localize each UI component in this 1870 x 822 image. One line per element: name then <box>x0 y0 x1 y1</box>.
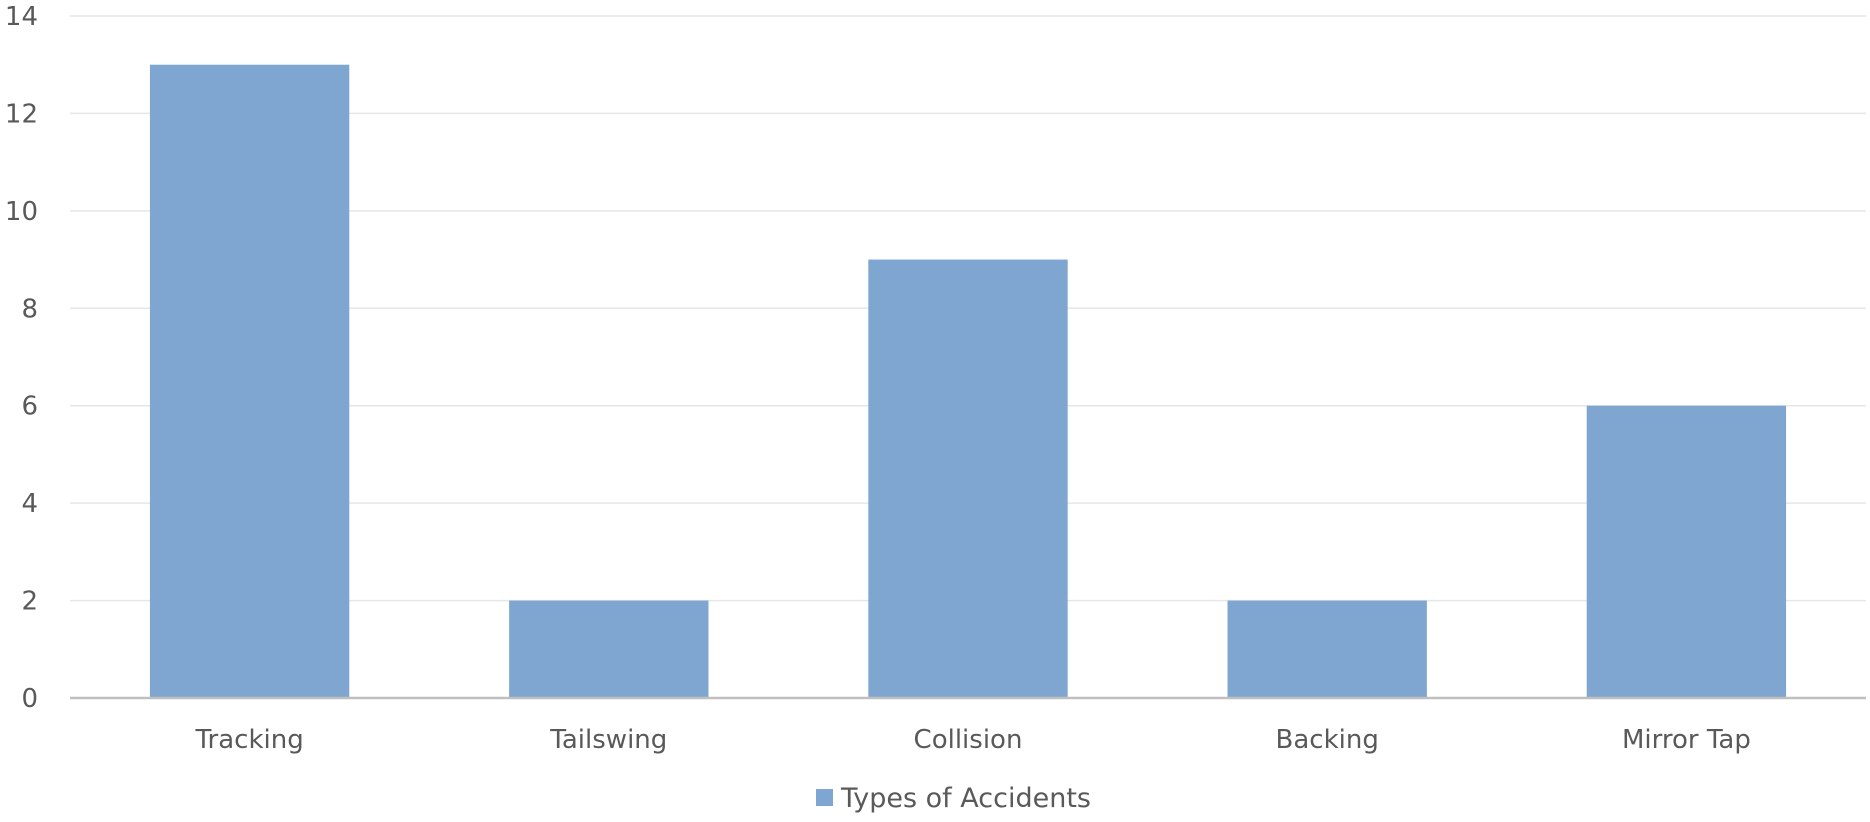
x-tick-label: Tracking <box>194 725 303 755</box>
x-tick-label: Tailswing <box>549 725 667 755</box>
y-axis-tick-labels: 0 2 4 6 8 10 12 14 <box>5 2 38 714</box>
x-tick-label: Mirror Tap <box>1622 725 1751 755</box>
bar-backing <box>1227 600 1427 698</box>
y-tick-label: 6 <box>21 392 38 422</box>
x-axis-tick-labels: Tracking Tailswing Collision Backing Mirror … <box>194 725 1750 755</box>
y-tick-label: 2 <box>21 587 38 617</box>
y-tick-label: 10 <box>5 197 38 227</box>
y-tick-label: 0 <box>21 684 38 714</box>
legend: Types of Accidents <box>816 783 1091 814</box>
y-tick-label: 12 <box>5 99 38 129</box>
bar-tailswing <box>509 600 709 698</box>
bar-collision <box>868 259 1068 698</box>
bar-tracking <box>149 64 350 698</box>
legend-label: Types of Accidents <box>840 783 1091 814</box>
bar-mirror-tap <box>1586 405 1787 698</box>
bars <box>149 64 1787 698</box>
y-tick-label: 14 <box>5 2 38 32</box>
y-tick-label: 4 <box>21 489 38 519</box>
legend-swatch <box>816 789 833 806</box>
y-tick-label: 8 <box>21 294 38 324</box>
x-tick-label: Collision <box>914 725 1023 755</box>
x-tick-label: Backing <box>1276 725 1379 755</box>
